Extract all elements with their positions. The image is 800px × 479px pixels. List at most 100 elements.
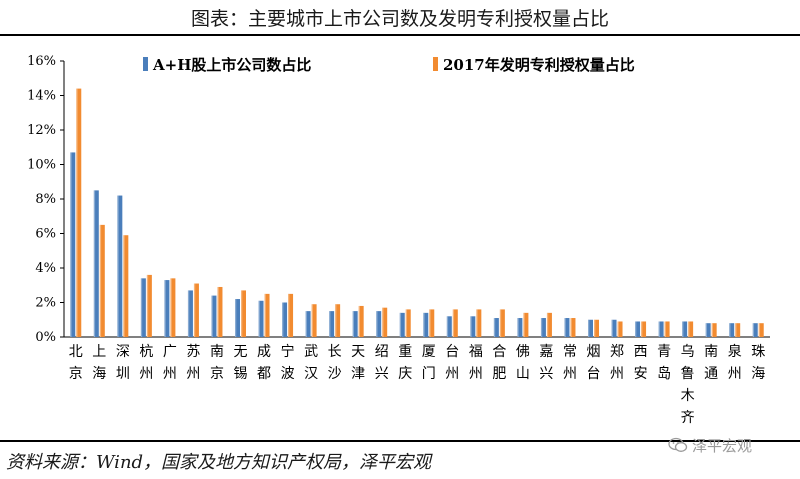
category-label: 州 bbox=[186, 366, 200, 382]
bar-series2 bbox=[170, 278, 176, 337]
bar-series1 bbox=[540, 318, 546, 337]
bar-series1 bbox=[70, 152, 76, 337]
bar-series2 bbox=[288, 293, 294, 337]
category-label: 门 bbox=[422, 366, 436, 382]
bar-series1-highlight bbox=[211, 295, 213, 337]
bar-series1 bbox=[682, 321, 688, 337]
category-label: 南 bbox=[210, 344, 224, 360]
category-label: 武 bbox=[304, 344, 318, 360]
bar-chart: 0%2%4%6%8%10%12%14%16% 北京上海深圳杭州广州苏州南京无锡成… bbox=[27, 54, 770, 426]
bar-series1-highlight bbox=[399, 312, 402, 337]
y-tick-label: 14% bbox=[27, 89, 56, 104]
category-label: 广 bbox=[163, 344, 177, 360]
category-label: 锡 bbox=[234, 366, 248, 382]
bar-series2 bbox=[476, 309, 482, 337]
category-label: 苏 bbox=[186, 344, 200, 360]
bar-series1 bbox=[752, 323, 758, 337]
bar-series2-highlight bbox=[735, 323, 737, 337]
bar-series2-highlight bbox=[382, 307, 384, 337]
category-label: 重 bbox=[398, 344, 412, 360]
bar-series1-highlight bbox=[258, 300, 260, 337]
bar-series1 bbox=[305, 311, 311, 337]
category-label: 肥 bbox=[492, 366, 506, 382]
bar-series1 bbox=[611, 319, 617, 337]
bar-series2-highlight bbox=[217, 286, 219, 337]
bar-series1 bbox=[493, 318, 499, 337]
bar-series1-highlight bbox=[611, 319, 613, 337]
bar-series1-highlight bbox=[564, 318, 566, 337]
category-label: 通 bbox=[704, 366, 718, 382]
bar-series1-highlight bbox=[235, 299, 237, 337]
bar-series2-highlight bbox=[193, 283, 196, 337]
watermark-text: 泽平宏观 bbox=[692, 436, 753, 455]
category-label: 齐 bbox=[681, 410, 695, 426]
category-label: 州 bbox=[610, 366, 624, 382]
legend-label-series1: A+H股上市公司数占比 bbox=[152, 56, 311, 74]
bar-series2-highlight bbox=[76, 88, 78, 337]
bar-series2 bbox=[193, 283, 199, 337]
category-label: 汉 bbox=[304, 366, 318, 382]
y-tick-label: 6% bbox=[35, 227, 56, 242]
bar-series1 bbox=[705, 323, 711, 337]
category-label: 长 bbox=[328, 344, 342, 360]
bar-series2-highlight bbox=[617, 321, 619, 337]
bar-series2-highlight bbox=[546, 312, 549, 337]
bar-series2 bbox=[617, 321, 623, 337]
category-label: 北 bbox=[69, 344, 83, 360]
bar-series1-highlight bbox=[658, 321, 660, 337]
bar-series2-highlight bbox=[452, 309, 455, 337]
bar-series1-highlight bbox=[282, 302, 284, 337]
category-label: 泉 bbox=[728, 343, 742, 360]
bar-series1 bbox=[140, 278, 146, 337]
bar-series1 bbox=[470, 316, 476, 337]
bar-series1 bbox=[282, 302, 288, 337]
chart-legend: A+H股上市公司数占比 2017年发明专利授权量占比 bbox=[143, 56, 635, 74]
category-label: 波 bbox=[281, 366, 295, 382]
bar-series2-highlight bbox=[264, 293, 266, 337]
source-note: 资料来源：Wind，国家及地方知识产权局，泽平宏观 bbox=[6, 452, 432, 473]
bar-series2 bbox=[405, 309, 411, 337]
y-tick-label: 2% bbox=[35, 296, 56, 311]
bar-series1-highlight bbox=[117, 195, 119, 337]
bar-series1 bbox=[164, 280, 170, 337]
category-label: 兴 bbox=[539, 366, 553, 382]
category-label: 州 bbox=[469, 366, 483, 382]
bar-series2-highlight bbox=[146, 274, 149, 337]
category-label: 津 bbox=[351, 366, 365, 382]
bar-series2-highlight bbox=[99, 224, 102, 337]
bar-series2-highlight bbox=[641, 321, 643, 337]
category-label: 绍 bbox=[375, 344, 389, 360]
bar-series1-highlight bbox=[635, 321, 637, 337]
bar-series1-highlight bbox=[517, 318, 519, 337]
bar-series1-highlight bbox=[705, 323, 707, 337]
category-label: 成 bbox=[257, 344, 271, 360]
category-label: 圳 bbox=[116, 366, 130, 382]
category-label: 庆 bbox=[398, 366, 412, 382]
category-label: 沙 bbox=[328, 366, 342, 382]
bar-series1 bbox=[423, 312, 429, 337]
bar-series1 bbox=[329, 311, 335, 337]
bar-series1-highlight bbox=[305, 311, 307, 337]
category-label: 岛 bbox=[657, 366, 671, 382]
bar-series1-highlight bbox=[187, 290, 190, 337]
bar-series2 bbox=[311, 304, 317, 337]
category-label: 州 bbox=[139, 366, 153, 382]
bar-series1-highlight bbox=[70, 152, 72, 337]
bar-series2 bbox=[570, 318, 576, 337]
bar-series1-highlight bbox=[423, 312, 425, 337]
category-label: 州 bbox=[445, 366, 459, 382]
bar-series1-highlight bbox=[588, 319, 590, 337]
y-tick-label: 16% bbox=[27, 54, 56, 69]
bar-series1-highlight bbox=[93, 190, 96, 337]
bar-series2-highlight bbox=[429, 309, 431, 337]
bar-series1 bbox=[658, 321, 664, 337]
category-label: 西 bbox=[634, 344, 648, 360]
category-label: 兴 bbox=[375, 366, 389, 382]
chart-axes: 0% 2% 4% 6% 8% 10% 12% 14% 16% bbox=[27, 54, 770, 345]
bar-series1 bbox=[187, 290, 193, 337]
bar-series2-highlight bbox=[594, 319, 596, 337]
legend-label-series2: 2017年发明专利授权量占比 bbox=[443, 56, 635, 74]
bar-series1 bbox=[235, 299, 240, 337]
bar-series2 bbox=[335, 304, 341, 337]
bar-series1-highlight bbox=[352, 311, 354, 337]
